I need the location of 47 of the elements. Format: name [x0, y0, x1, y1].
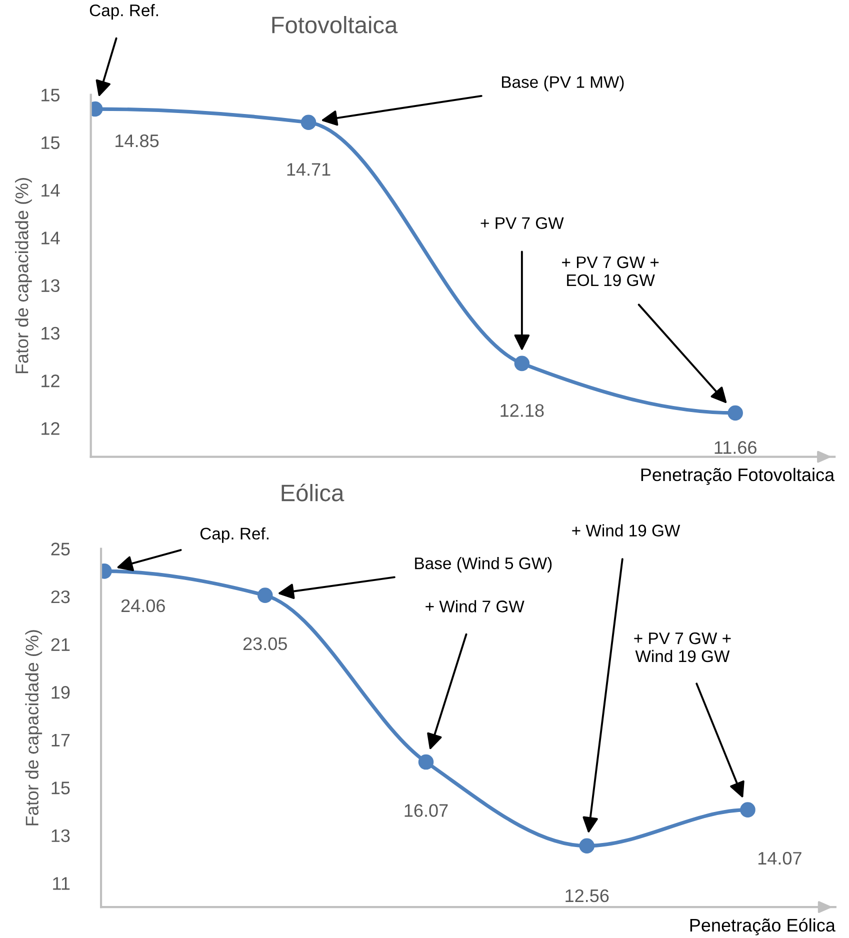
data-label: 12.18 [500, 404, 544, 417]
text: + Wind 19 GW [572, 524, 680, 536]
chart-title: Eólica [282, 484, 344, 502]
point [257, 588, 273, 603]
point [728, 405, 743, 421]
y-tick-label: 12 [42, 422, 60, 435]
y-tick-label: 14 [42, 232, 60, 244]
data-label: 12.56 [566, 889, 609, 902]
x-axis-title: Penetração Fotovoltaica [641, 468, 835, 485]
annotation: + PV 7 GW [480, 217, 564, 230]
y-tick-label: 25 [51, 542, 70, 556]
y-axis-title: Fator de capacidade (%) [15, 178, 32, 374]
data-label: 16.07 [404, 804, 448, 817]
y-tick-label: 17 [52, 734, 70, 746]
y-tick-label: 15 [42, 136, 60, 150]
text: Cap. Ref. [90, 4, 158, 20]
point [418, 754, 434, 770]
data-label: 14.85 [116, 134, 159, 148]
annotation: + Wind 7 GW [426, 600, 524, 612]
point [740, 802, 756, 818]
point [300, 114, 316, 130]
y-axis-title: Fator de capacidade (%) [25, 630, 42, 826]
text: Cap. Ref. [200, 527, 268, 543]
y-tick-label: 14 [42, 184, 60, 197]
x-axis-title: Penetração Eólica [690, 918, 836, 936]
y-tick-label: 19 [52, 686, 70, 699]
annotation: Base (Wind 5 GW) [415, 556, 552, 573]
y-tick-label: 23 [51, 590, 70, 604]
point [514, 356, 530, 372]
y-tick-label: 13 [42, 279, 60, 292]
text: Base (PV 1 MW) [502, 76, 624, 92]
y-tick-label: 12 [42, 374, 60, 388]
y-tick-label: 11 [53, 877, 70, 890]
data-label: 14.71 [287, 163, 330, 176]
data-label: 23.05 [243, 637, 287, 650]
chart-title: Fotovoltaica [272, 16, 398, 34]
data-label: 24.06 [121, 599, 165, 612]
y-tick-label: 15 [52, 782, 70, 794]
data-label: 14.07 [758, 852, 802, 865]
annotation: + PV 7 GW + Wind 19 GW [634, 632, 731, 662]
y-tick-label: 13 [52, 829, 70, 842]
y-tick-label: 13 [42, 326, 60, 340]
annotation: + PV 7 GW + EOL 19 GW [562, 256, 659, 286]
y-tick-label: 21 [51, 638, 70, 651]
data-label: 11.66 [714, 441, 756, 454]
y-tick-label: 15 [42, 88, 60, 102]
point [579, 838, 595, 854]
